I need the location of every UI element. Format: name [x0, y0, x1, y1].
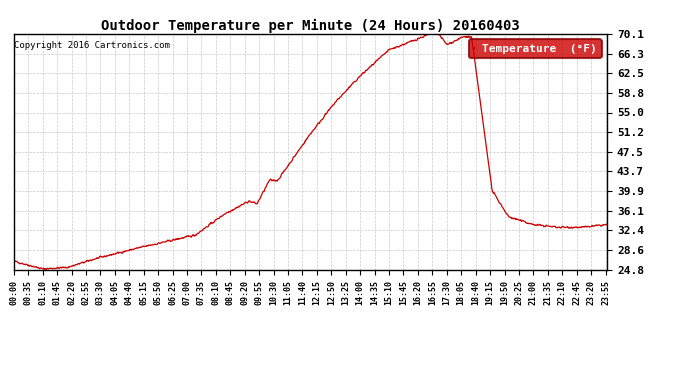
Legend: Temperature  (°F): Temperature (°F) — [469, 39, 602, 58]
Title: Outdoor Temperature per Minute (24 Hours) 20160403: Outdoor Temperature per Minute (24 Hours… — [101, 18, 520, 33]
Text: Copyright 2016 Cartronics.com: Copyright 2016 Cartronics.com — [14, 41, 170, 50]
